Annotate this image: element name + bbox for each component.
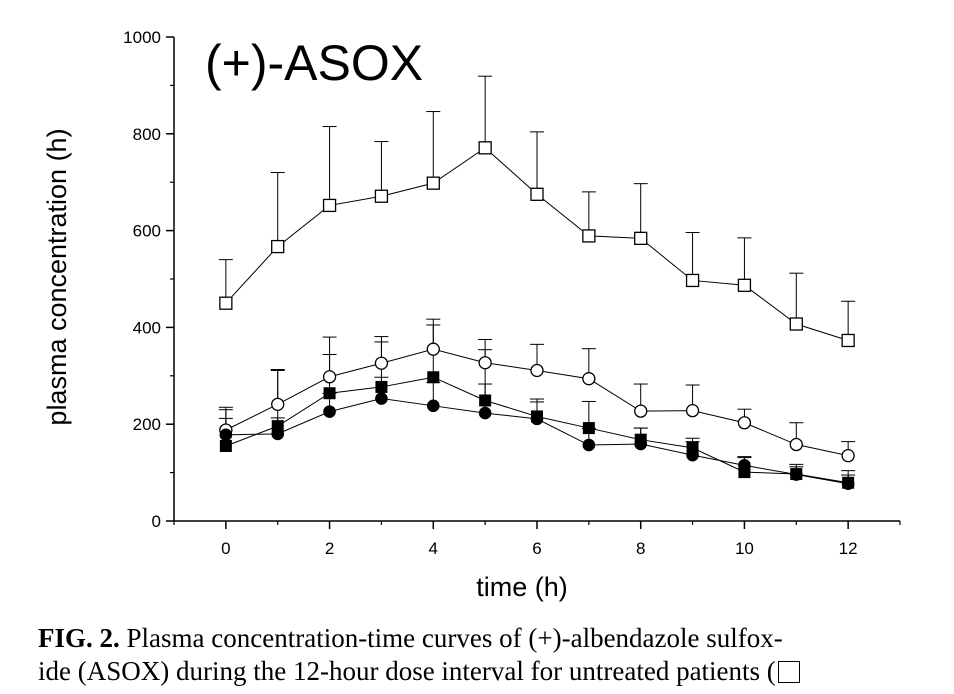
open-square-point xyxy=(271,239,285,254)
filled-circle-point xyxy=(426,399,440,413)
chart: 0 200 400 600 800 1000 0 2 4 6 8 10 12 (+)-ASOX time… xyxy=(42,28,901,602)
open-square-point xyxy=(478,141,492,155)
y-tick-label: 400 xyxy=(133,318,161,337)
open-square-point xyxy=(685,273,700,288)
figure-caption: FIG. 2. Plasma concentration-time curves… xyxy=(38,622,918,688)
open-circle-point xyxy=(582,372,596,386)
open-circle-point xyxy=(841,449,855,463)
filled-square-point xyxy=(427,371,440,384)
filled-circle-point xyxy=(582,438,596,452)
x-tick-label: 4 xyxy=(429,539,438,558)
open-square-point xyxy=(634,231,648,245)
open-circle-point xyxy=(478,356,492,370)
open-square-point xyxy=(582,229,596,243)
x-axis-label: time (h) xyxy=(476,572,568,602)
x-tick-label: 10 xyxy=(735,539,754,558)
filled-circle-point xyxy=(841,477,855,491)
open-square-point xyxy=(530,187,544,201)
series-markers xyxy=(219,141,855,491)
x-tick-label: 8 xyxy=(636,539,645,558)
open-square-point xyxy=(374,189,389,203)
filled-square-point xyxy=(323,387,336,400)
y-tick-label: 200 xyxy=(133,415,161,434)
filled-square-point xyxy=(479,394,492,407)
filled-circle-point xyxy=(271,427,285,441)
filled-square-point xyxy=(375,380,388,393)
open-circle-point xyxy=(634,404,648,418)
filled-circle-point xyxy=(634,437,648,451)
y-axis-label: plasma concentration (h) xyxy=(42,128,72,425)
x-tick-label: 2 xyxy=(325,539,334,558)
chart-title: (+)-ASOX xyxy=(205,35,423,91)
open-circle-point xyxy=(271,397,285,412)
open-square-point xyxy=(219,296,233,310)
x-tick-label: 0 xyxy=(221,539,230,558)
filled-square-point xyxy=(582,422,595,435)
open-circle-point xyxy=(322,370,337,384)
caption-label: FIG. 2. xyxy=(38,623,120,653)
y-tick-label: 800 xyxy=(133,125,161,144)
axes: 0 200 400 600 800 1000 0 2 4 6 8 10 12 xyxy=(123,28,901,558)
caption-line-1: FIG. 2. Plasma concentration-time curves… xyxy=(38,622,918,655)
open-circle-point xyxy=(685,403,700,418)
filled-circle-point xyxy=(375,392,388,405)
open-square-point xyxy=(841,333,855,348)
open-square-point xyxy=(789,317,803,331)
x-tick-label: 12 xyxy=(839,539,858,558)
filled-circle-point xyxy=(789,468,803,481)
filled-square-point xyxy=(219,439,232,452)
filled-circle-point xyxy=(219,428,233,442)
open-square-legend-symbol xyxy=(777,661,800,683)
x-tick-label: 6 xyxy=(532,539,541,558)
caption-text-1: Plasma concentration-time curves of (+)-… xyxy=(126,623,783,653)
filled-circle-point xyxy=(686,448,699,462)
caption-line-2: ide (ASOX) during the 12-hour dose inter… xyxy=(38,655,918,688)
open-square-point xyxy=(426,176,440,190)
open-circle-point xyxy=(426,342,440,356)
open-circle-point xyxy=(374,356,389,370)
filled-circle-point xyxy=(478,406,492,420)
filled-circle-point xyxy=(530,412,544,426)
filled-circle-point xyxy=(323,405,336,418)
open-circle-point xyxy=(530,363,544,378)
open-circle-point xyxy=(737,416,752,430)
open-square-point xyxy=(737,278,752,292)
y-tick-label: 1000 xyxy=(123,28,161,47)
filled-circle-point xyxy=(738,459,751,472)
open-square-point xyxy=(322,198,337,213)
y-tick-label: 600 xyxy=(133,222,161,241)
caption-text-2: ide (ASOX) during the 12-hour dose inter… xyxy=(38,656,776,686)
open-circle-point xyxy=(789,437,803,452)
y-tick-label: 0 xyxy=(152,512,161,531)
